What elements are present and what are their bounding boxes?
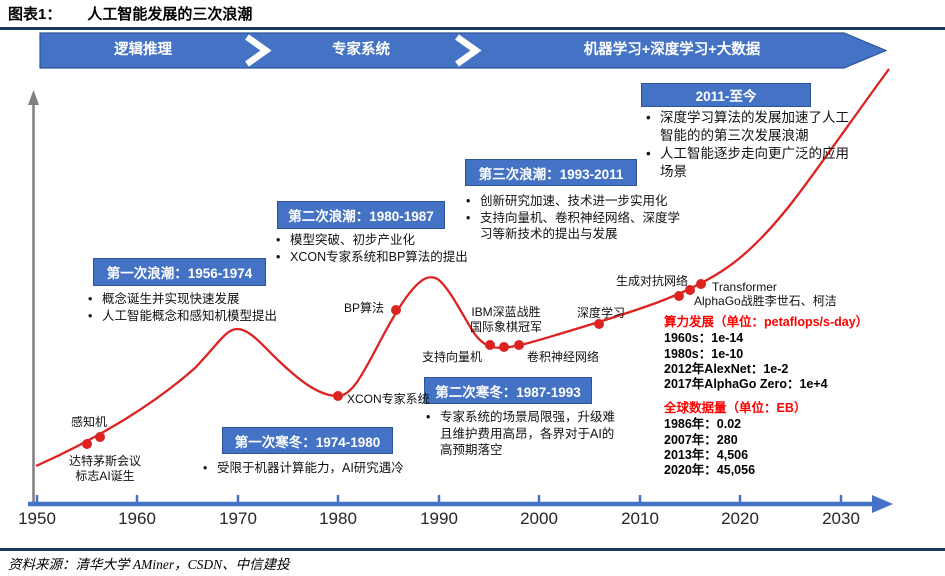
compute-stat-alphago-zero: 2017年AlphaGo Zero：1e+4 xyxy=(664,377,828,391)
era-2011-bullet-1: 深度学习算法的发展加速了人工智能的的第三次发展浪潮 xyxy=(646,109,852,145)
dot-alphago xyxy=(685,285,695,295)
milestone-label-dartmouth-line2: 标志AI诞生 xyxy=(75,469,135,483)
dot-deepblue xyxy=(499,342,509,352)
compute-stat-alexnet: 2012年AlexNet：1e-2 xyxy=(664,361,789,376)
winter2-header: 第二次寒冬：1987-1993 xyxy=(424,377,592,404)
banner-chevron-separator-1 xyxy=(245,34,272,67)
x-axis-arrowhead xyxy=(872,495,893,513)
milestone-dots xyxy=(82,279,706,449)
milestone-label-bp: BP算法 xyxy=(344,301,385,315)
ai-development-curve xyxy=(35,68,890,468)
winter2-bullet-1: 专家系统的场景局限强，升级难且维护费用高昂，各界对于AI的高预期落空 xyxy=(426,409,626,459)
bottom-divider-rule xyxy=(0,548,945,551)
compute-stat-1960s: 1960s：1e-14 xyxy=(664,331,744,346)
milestone-label-perceptron: 感知机 xyxy=(71,415,108,429)
winter1-bullet-1: 受限于机器计算能力，AI研究遇冷 xyxy=(203,460,453,477)
data-volume-stats-block: 全球数据量（单位：EB） 1986年：0.02 2007年：280 2013年：… xyxy=(664,401,944,477)
x-tick-1980: 1980 xyxy=(319,509,357,528)
dot-dartmouth xyxy=(82,439,92,449)
x-tick-2020: 2020 xyxy=(721,509,759,528)
wave2-header: 第二次浪潮：1980-1987 xyxy=(277,201,445,229)
x-tick-2030: 2030 xyxy=(822,509,860,528)
winter2-notes: 专家系统的场景局限强，升级难且维护费用高昂，各界对于AI的高预期落空 xyxy=(426,409,626,459)
wave1-notes: 概念诞生并实现快速发展 人工智能概念和感知机模型提出 xyxy=(88,291,333,324)
wave2-bullet-1: 模型突破、初步产业化 xyxy=(276,232,511,249)
data-volume-heading: 全球数据量（单位：EB） xyxy=(664,401,807,415)
dot-svm xyxy=(485,340,495,350)
data-volume-2013: 2013年：4,506 xyxy=(664,447,749,462)
milestone-label-gan: 生成对抗网络 xyxy=(616,274,689,288)
data-volume-2007: 2007年：280 xyxy=(664,432,738,447)
wave1-bullet-2: 人工智能概念和感知机模型提出 xyxy=(88,308,333,325)
wave3-header: 第三次浪潮：1993-2011 xyxy=(465,159,637,186)
milestone-label-alphago: AlphaGo战胜李世石、柯洁 xyxy=(694,294,837,308)
data-volume-1986: 1986年：0.02 xyxy=(664,417,742,432)
wave3-notes: 创新研究加速、技术进一步实用化 支持向量机、卷积神经网络、深度学习等新技术的提出… xyxy=(466,193,690,243)
x-tick-1990: 1990 xyxy=(420,509,458,528)
compute-stats-heading: 算力发展（单位：petaflops/s-day） xyxy=(664,315,869,329)
figure-title-text: 人工智能发展的三次浪潮 xyxy=(87,6,253,23)
dot-cnn xyxy=(514,340,524,350)
wave2-notes: 模型突破、初步产业化 XCON专家系统和BP算法的提出 xyxy=(276,232,511,265)
dot-gan xyxy=(674,291,684,301)
milestone-label-deepblue-line1: IBM深蓝战胜 xyxy=(471,305,541,319)
banner-chevron-separator-2 xyxy=(455,34,482,67)
era-2011-notes: 深度学习算法的发展加速了人工智能的的第三次发展浪潮 人工智能逐步走向更广泛的应用… xyxy=(646,109,852,181)
dot-bp xyxy=(391,305,401,315)
wave2-bullet-2: XCON专家系统和BP算法的提出 xyxy=(276,249,511,266)
phase-label-logic-reasoning: 逻辑推理 xyxy=(114,42,172,58)
milestone-label-transformer: Transformer xyxy=(712,280,777,294)
x-tick-2010: 2010 xyxy=(621,509,659,528)
wave1-header: 第一次浪潮：1956-1974 xyxy=(93,258,266,286)
era-2011-bullet-2: 人工智能逐步走向更广泛的应用场景 xyxy=(646,145,852,181)
phase-label-ml-dl-bigdata: 机器学习+深度学习+大数据 xyxy=(583,42,761,58)
phase-label-expert-systems: 专家系统 xyxy=(332,42,390,58)
era-2011-header: 2011-至今 xyxy=(641,83,811,107)
milestone-label-dartmouth-line1: 达特茅斯会议 xyxy=(68,454,141,468)
y-axis-arrowhead xyxy=(28,90,39,105)
milestone-label-deep-learning: 深度学习 xyxy=(577,306,626,320)
x-tick-1950: 1950 xyxy=(18,509,56,528)
winter1-notes: 受限于机器计算能力，AI研究遇冷 xyxy=(203,460,453,477)
milestone-label-xcon: XCON专家系统 xyxy=(347,392,430,406)
dot-transformer xyxy=(696,279,706,289)
data-volume-2020: 2020年：45,056 xyxy=(664,463,756,477)
milestone-label-svm: 支持向量机 xyxy=(422,350,483,364)
top-divider-rule xyxy=(0,27,945,30)
wave3-bullet-1: 创新研究加速、技术进一步实用化 xyxy=(466,193,690,210)
milestone-label-dartmouth: 达特茅斯会议 标志AI诞生 xyxy=(55,454,155,484)
dot-xcon xyxy=(333,391,343,401)
wave3-bullet-2: 支持向量机、卷积神经网络、深度学习等新技术的提出与发展 xyxy=(466,210,690,243)
winter1-header: 第一次寒冬：1974-1980 xyxy=(222,427,393,454)
milestone-label-deepblue: IBM深蓝战胜 国际象棋冠军 xyxy=(458,305,554,335)
x-tick-1960: 1960 xyxy=(118,509,156,528)
dot-deep-learning xyxy=(594,319,604,329)
compute-stat-1980s: 1980s：1e-10 xyxy=(664,346,744,361)
source-attribution: 资料来源：清华大学 AMiner，CSDN、中信建投 xyxy=(8,557,290,572)
milestone-label-cnn: 卷积神经网络 xyxy=(527,350,600,364)
x-axis-ticks xyxy=(35,495,843,504)
milestone-label-deepblue-line2: 国际象棋冠军 xyxy=(469,320,542,334)
x-tick-2000: 2000 xyxy=(520,509,558,528)
compute-stats-block: 算力发展（单位：petaflops/s-day） 1960s：1e-14 198… xyxy=(664,315,944,391)
figure-title: 图表1： 人工智能发展的三次浪潮 xyxy=(8,3,252,24)
x-tick-1970: 1970 xyxy=(219,509,257,528)
figure-number-label: 图表1： xyxy=(8,6,62,23)
dot-perceptron xyxy=(95,432,105,442)
wave1-bullet-1: 概念诞生并实现快速发展 xyxy=(88,291,333,308)
